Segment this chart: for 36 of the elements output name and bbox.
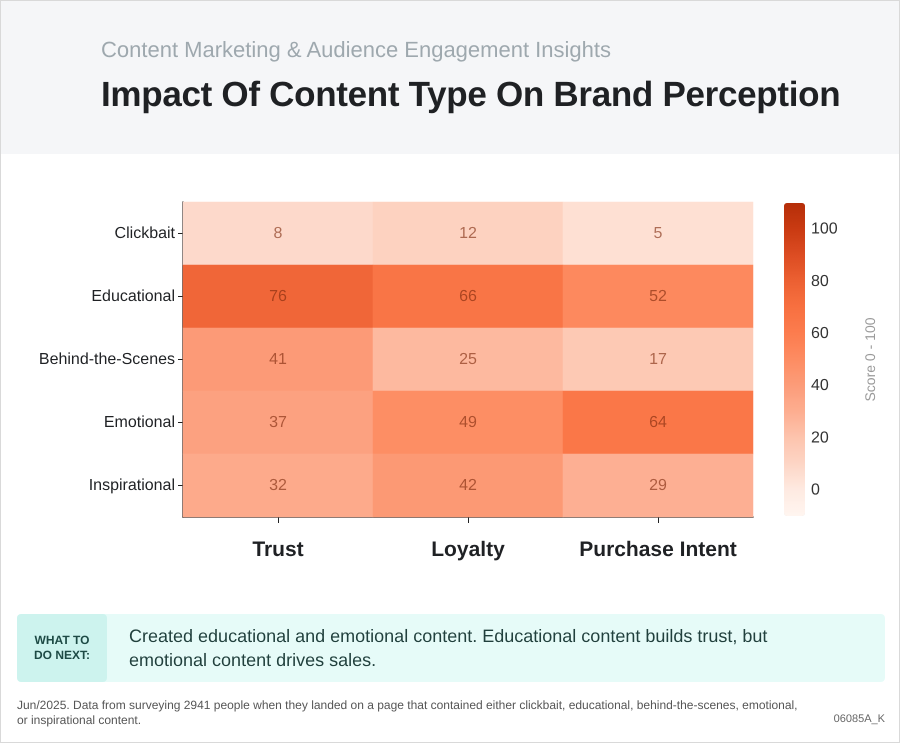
data-label: 41 — [269, 351, 287, 368]
text: 06085A_K — [834, 713, 885, 725]
text: Created educational and emotional content. Educational content builds trust, but emotional content drives sales. — [129, 625, 768, 672]
color-bar-title: Score 0 - 100 — [862, 317, 878, 402]
color-bar-label: 0 — [811, 481, 820, 498]
x-tick-label: Purchase Intent — [579, 538, 737, 561]
color-bar-label: 80 — [811, 272, 829, 290]
data-label: 37 — [269, 414, 287, 431]
data-label: 76 — [269, 288, 287, 305]
y-tick-label: Behind-the-Scenes — [38, 351, 175, 368]
color-bar-label: 40 — [811, 377, 829, 394]
data-label: 25 — [459, 351, 477, 368]
color-bar-label: 20 — [811, 429, 829, 446]
data-label: 49 — [459, 414, 477, 431]
x-tick-label: Trust — [252, 538, 304, 561]
y-tick-label: Inspirational — [88, 477, 175, 494]
text: Jun/2025. Data from surveying 2941 people when they landed on a page that contained either clickbait, educational, behind-the-scenes, emotional, or inspirational content. — [17, 698, 799, 728]
data-label: 52 — [649, 288, 667, 305]
chart-subtitle: Content Marketing & Audience Engagement Insights — [101, 37, 611, 63]
color-bar-label: 60 — [811, 324, 829, 342]
y-tick-label: Emotional — [104, 414, 175, 431]
y-tick-label: Clickbait — [114, 225, 176, 242]
data-label: 42 — [459, 477, 477, 494]
data-label: 32 — [269, 477, 287, 494]
chart-title: Impact Of Content Type On Brand Perception — [101, 75, 840, 115]
data-label: 12 — [459, 225, 477, 242]
text: WHAT TO DO NEXT: — [32, 633, 91, 663]
data-label: 5 — [654, 225, 663, 242]
color-bar-label: 100 — [811, 220, 838, 238]
data-label: 64 — [649, 414, 667, 431]
data-label: 17 — [649, 351, 667, 368]
data-label: 8 — [274, 225, 283, 242]
data-label: 29 — [649, 477, 667, 494]
y-tick-label: Educational — [91, 288, 175, 305]
data-label: 66 — [459, 288, 477, 305]
x-tick-label: Loyalty — [431, 538, 506, 561]
